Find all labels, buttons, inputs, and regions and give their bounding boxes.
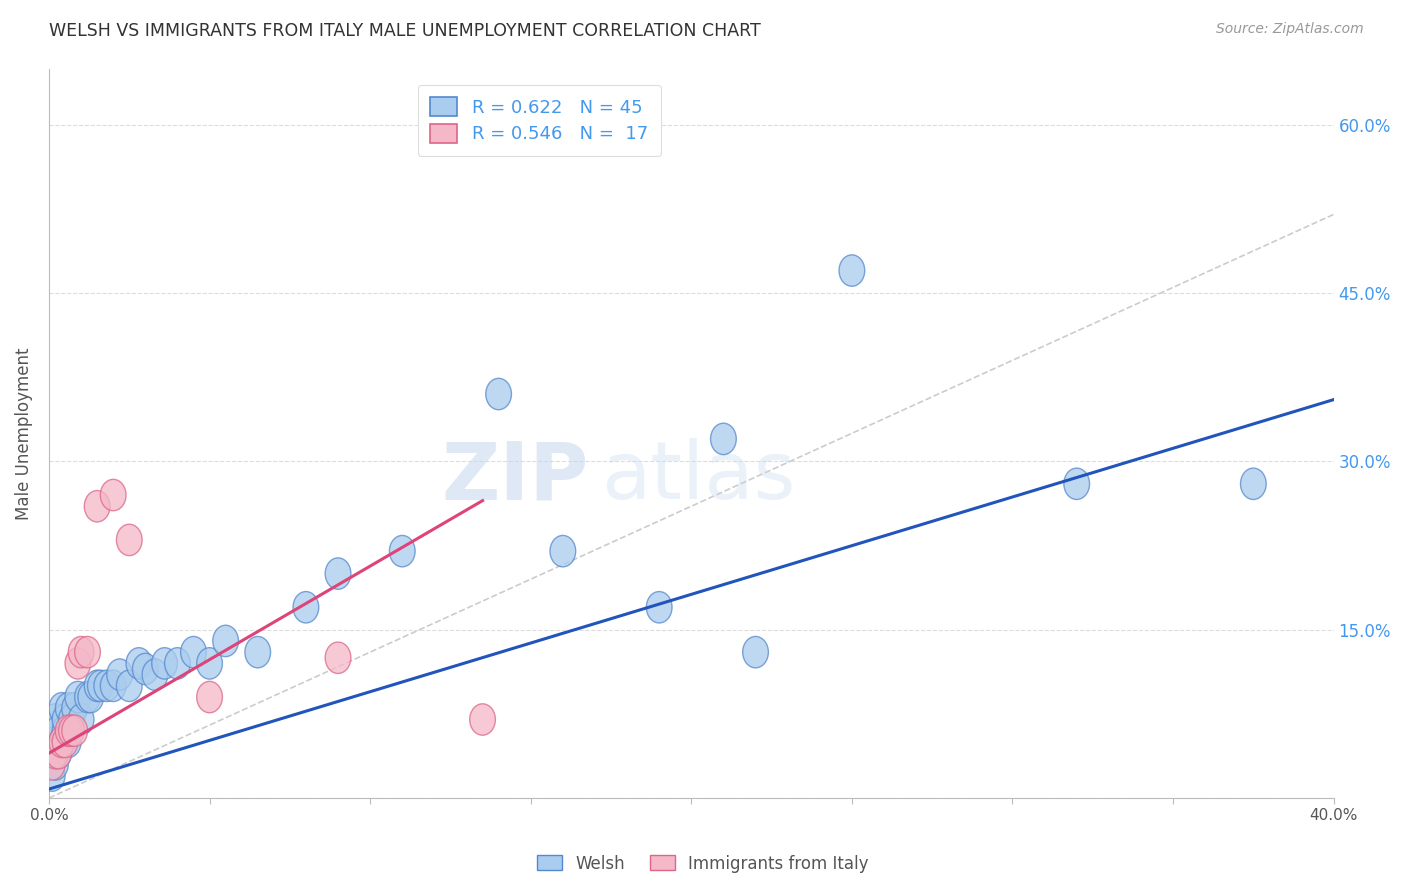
Ellipse shape bbox=[470, 704, 495, 735]
Ellipse shape bbox=[49, 726, 75, 757]
Ellipse shape bbox=[39, 738, 65, 769]
Legend: Welsh, Immigrants from Italy: Welsh, Immigrants from Italy bbox=[530, 848, 876, 880]
Ellipse shape bbox=[485, 378, 512, 409]
Ellipse shape bbox=[49, 726, 75, 757]
Ellipse shape bbox=[75, 636, 100, 668]
Ellipse shape bbox=[49, 692, 75, 724]
Ellipse shape bbox=[100, 670, 127, 701]
Ellipse shape bbox=[46, 738, 72, 769]
Ellipse shape bbox=[1240, 468, 1267, 500]
Ellipse shape bbox=[117, 670, 142, 701]
Ellipse shape bbox=[152, 648, 177, 679]
Ellipse shape bbox=[55, 692, 82, 724]
Ellipse shape bbox=[1064, 468, 1090, 500]
Ellipse shape bbox=[132, 653, 157, 685]
Ellipse shape bbox=[107, 659, 132, 690]
Ellipse shape bbox=[87, 670, 114, 701]
Ellipse shape bbox=[55, 715, 82, 747]
Ellipse shape bbox=[94, 670, 120, 701]
Ellipse shape bbox=[69, 636, 94, 668]
Ellipse shape bbox=[292, 591, 319, 623]
Ellipse shape bbox=[647, 591, 672, 623]
Ellipse shape bbox=[75, 681, 100, 713]
Ellipse shape bbox=[65, 648, 91, 679]
Ellipse shape bbox=[52, 715, 77, 747]
Text: WELSH VS IMMIGRANTS FROM ITALY MALE UNEMPLOYMENT CORRELATION CHART: WELSH VS IMMIGRANTS FROM ITALY MALE UNEM… bbox=[49, 22, 761, 40]
Ellipse shape bbox=[65, 681, 91, 713]
Ellipse shape bbox=[127, 648, 152, 679]
Ellipse shape bbox=[39, 748, 65, 780]
Ellipse shape bbox=[100, 479, 127, 511]
Ellipse shape bbox=[59, 715, 84, 747]
Text: Source: ZipAtlas.com: Source: ZipAtlas.com bbox=[1216, 22, 1364, 37]
Ellipse shape bbox=[839, 255, 865, 286]
Ellipse shape bbox=[180, 636, 207, 668]
Ellipse shape bbox=[742, 636, 769, 668]
Ellipse shape bbox=[84, 670, 110, 701]
Ellipse shape bbox=[52, 704, 77, 735]
Ellipse shape bbox=[117, 524, 142, 556]
Ellipse shape bbox=[42, 704, 69, 735]
Ellipse shape bbox=[69, 704, 94, 735]
Ellipse shape bbox=[165, 648, 190, 679]
Ellipse shape bbox=[84, 491, 110, 522]
Ellipse shape bbox=[39, 760, 65, 791]
Ellipse shape bbox=[62, 715, 87, 747]
Ellipse shape bbox=[212, 625, 239, 657]
Text: ZIP: ZIP bbox=[441, 438, 589, 516]
Ellipse shape bbox=[550, 535, 575, 566]
Legend: R = 0.622   N = 45, R = 0.546   N =  17: R = 0.622 N = 45, R = 0.546 N = 17 bbox=[418, 85, 661, 156]
Ellipse shape bbox=[42, 748, 69, 780]
Ellipse shape bbox=[77, 681, 104, 713]
Ellipse shape bbox=[42, 726, 69, 757]
Y-axis label: Male Unemployment: Male Unemployment bbox=[15, 347, 32, 519]
Ellipse shape bbox=[62, 692, 87, 724]
Ellipse shape bbox=[197, 648, 222, 679]
Ellipse shape bbox=[197, 681, 222, 713]
Ellipse shape bbox=[46, 715, 72, 747]
Ellipse shape bbox=[142, 659, 167, 690]
Text: atlas: atlas bbox=[602, 438, 796, 516]
Ellipse shape bbox=[55, 726, 82, 757]
Ellipse shape bbox=[389, 535, 415, 566]
Ellipse shape bbox=[245, 636, 270, 668]
Ellipse shape bbox=[325, 642, 352, 673]
Ellipse shape bbox=[59, 704, 84, 735]
Ellipse shape bbox=[710, 423, 737, 455]
Ellipse shape bbox=[46, 738, 72, 769]
Ellipse shape bbox=[52, 726, 77, 757]
Ellipse shape bbox=[325, 558, 352, 590]
Ellipse shape bbox=[42, 738, 69, 769]
